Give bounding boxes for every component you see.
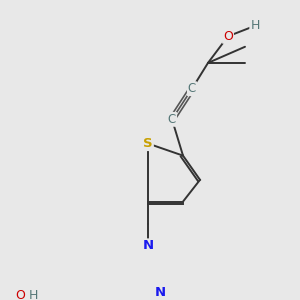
Text: O: O	[223, 30, 233, 43]
Text: H: H	[28, 290, 38, 300]
Text: C: C	[168, 113, 176, 126]
Text: H: H	[250, 19, 260, 32]
Text: N: N	[142, 239, 154, 252]
Text: N: N	[154, 286, 166, 299]
Text: C: C	[188, 82, 196, 95]
Text: S: S	[143, 137, 153, 150]
Text: O: O	[15, 290, 25, 300]
